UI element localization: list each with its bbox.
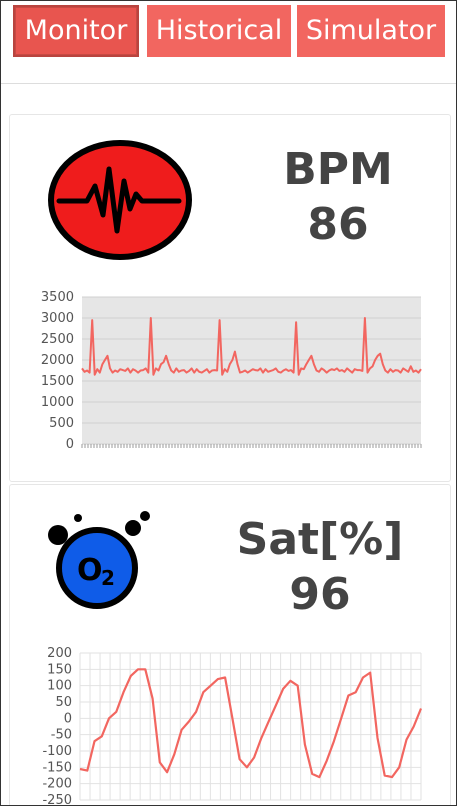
top-navigation: Monitor Historical Simulator	[1, 1, 456, 84]
y-tick-label: 3500	[41, 290, 74, 305]
y-tick-label: 2500	[41, 332, 74, 347]
y-tick-label: 1000	[41, 395, 74, 410]
y-tick-label: 150	[47, 662, 72, 677]
y-tick-label: 100	[47, 679, 72, 694]
heartbeat-icon	[48, 140, 192, 260]
y-tick-label: 0	[64, 711, 72, 726]
oxygen-panel: O 2 Sat[%] 96 200 150 100 50 0 -50 -100 -150 -20…	[9, 484, 451, 806]
svg-text:O: O	[77, 553, 103, 588]
y-tick-label: -150	[42, 760, 72, 775]
y-tick-label: -50	[51, 728, 72, 743]
bpm-value: 86	[307, 199, 369, 250]
y-tick-label: 1500	[41, 374, 74, 389]
bpm-readout: BPM 86	[258, 143, 418, 253]
bpm-label: BPM	[283, 144, 393, 195]
y-tick-label: 50	[55, 695, 72, 710]
y-tick-label: 500	[49, 416, 74, 431]
tab-monitor[interactable]: Monitor	[13, 5, 139, 57]
heart-rate-panel: BPM 86 3500 3000 2500 2000 1500 1000 500 0	[9, 114, 451, 482]
y-tick-label: 3000	[41, 311, 74, 326]
y-tick-label: 2000	[41, 353, 74, 368]
saturation-value: 96	[289, 569, 351, 620]
series-line-1-0	[81, 317, 422, 376]
oxygen-icon: O 2	[48, 511, 150, 609]
saturation-label: Sat[%]	[236, 514, 404, 565]
y-tick-label: -250	[42, 793, 72, 806]
bpm-chart: 3500 3000 2500 2000 1500 1000 500 0	[41, 290, 422, 452]
tab-historical[interactable]: Historical	[147, 5, 291, 57]
svg-text:2: 2	[101, 566, 115, 590]
series-line-2-0	[79, 668, 423, 779]
y-tick-label: 0	[66, 437, 74, 452]
y-tick-label: -100	[42, 744, 72, 759]
y-tick-label: -200	[42, 777, 72, 792]
y-tick-label: 200	[47, 646, 72, 661]
saturation-readout: Sat[%] 96	[232, 513, 408, 623]
tab-simulator[interactable]: Simulator	[297, 5, 445, 57]
